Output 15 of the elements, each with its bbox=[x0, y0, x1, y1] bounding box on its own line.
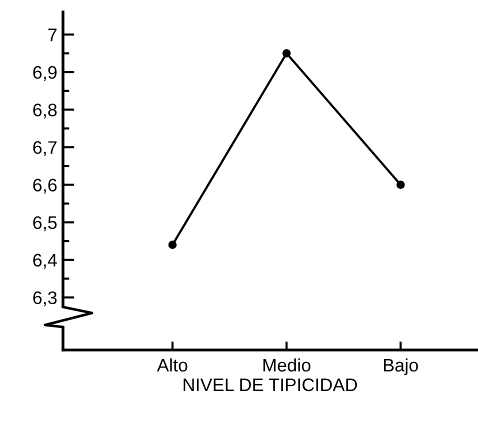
y-tick-label: 6,5 bbox=[33, 216, 57, 232]
y-tick-label: 6,6 bbox=[33, 178, 57, 194]
point bbox=[396, 180, 405, 189]
y-tick-label: 7 bbox=[48, 28, 57, 42]
y-tick-label: 6,9 bbox=[33, 66, 57, 81]
y-tick-label: 6,3 bbox=[33, 291, 57, 306]
x-tick-label: Alto bbox=[156, 358, 188, 372]
point bbox=[168, 240, 177, 250]
y-tick-label: 6,4 bbox=[33, 254, 57, 269]
x-axis-title: NIVEL DE TIPICIDAD bbox=[184, 378, 357, 392]
x-tick-label: Medio bbox=[263, 358, 310, 372]
x-tick-label: Bajo bbox=[384, 358, 418, 376]
y-tick-label: 6,8 bbox=[33, 104, 57, 118]
y-tick-label: 6,7 bbox=[33, 141, 57, 156]
point bbox=[282, 49, 291, 58]
